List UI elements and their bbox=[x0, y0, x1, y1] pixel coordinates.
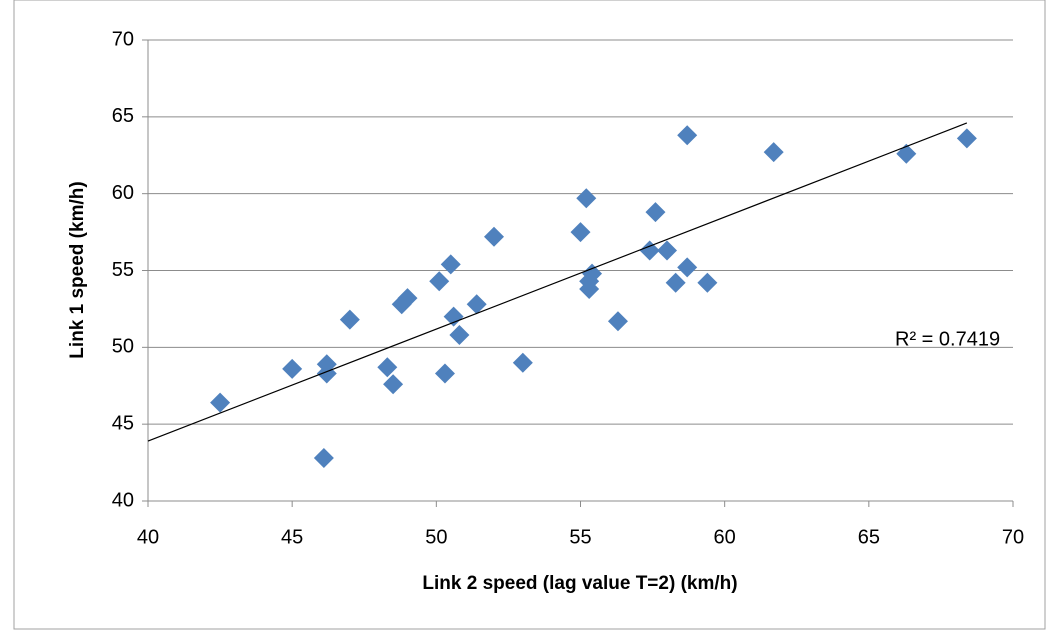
point bbox=[339, 309, 360, 330]
point bbox=[282, 358, 303, 379]
point bbox=[582, 263, 603, 284]
chart-border bbox=[13, 0, 1046, 630]
point bbox=[639, 240, 660, 261]
point bbox=[665, 272, 686, 293]
x-tick-label: 55 bbox=[569, 526, 591, 548]
point bbox=[677, 125, 698, 146]
point bbox=[956, 128, 977, 149]
y-tick-label: 40 bbox=[112, 489, 134, 511]
point bbox=[466, 294, 487, 315]
point bbox=[645, 202, 666, 223]
point bbox=[570, 222, 591, 243]
x-tick-label: 70 bbox=[1002, 526, 1024, 548]
point bbox=[697, 272, 718, 293]
point bbox=[484, 226, 504, 247]
x-tick-label: 45 bbox=[281, 526, 303, 548]
x-tick-label: 65 bbox=[858, 526, 880, 548]
y-tick-label: 55 bbox=[112, 259, 134, 281]
y-tick-label: 60 bbox=[112, 182, 134, 204]
y-tick-label: 50 bbox=[112, 336, 134, 358]
point bbox=[429, 271, 450, 292]
x-tick-label: 40 bbox=[137, 526, 159, 548]
point bbox=[512, 352, 533, 373]
point bbox=[576, 188, 597, 209]
x-axis-title: Link 2 speed (lag value T=2) (km/h) bbox=[422, 573, 737, 594]
point bbox=[763, 142, 784, 163]
y-tick-label: 45 bbox=[112, 412, 134, 434]
point bbox=[657, 240, 677, 261]
point bbox=[579, 278, 600, 299]
point bbox=[377, 357, 398, 378]
point bbox=[383, 374, 404, 395]
point bbox=[210, 392, 231, 413]
point bbox=[607, 311, 628, 332]
y-axis-title: Link 1 speed (km/h) bbox=[67, 181, 88, 358]
point bbox=[434, 363, 455, 384]
y-tick-label: 65 bbox=[112, 105, 134, 127]
r-squared: R² = 0.7419 bbox=[895, 328, 1000, 350]
x-tick-label: 50 bbox=[425, 526, 447, 548]
point bbox=[440, 254, 461, 275]
trendline bbox=[147, 122, 968, 442]
y-tick-label: 70 bbox=[112, 28, 134, 50]
point bbox=[449, 325, 470, 346]
point bbox=[397, 288, 418, 309]
point bbox=[677, 257, 698, 278]
x-tick-label: 60 bbox=[714, 526, 736, 548]
point bbox=[313, 447, 334, 468]
point bbox=[443, 306, 464, 327]
